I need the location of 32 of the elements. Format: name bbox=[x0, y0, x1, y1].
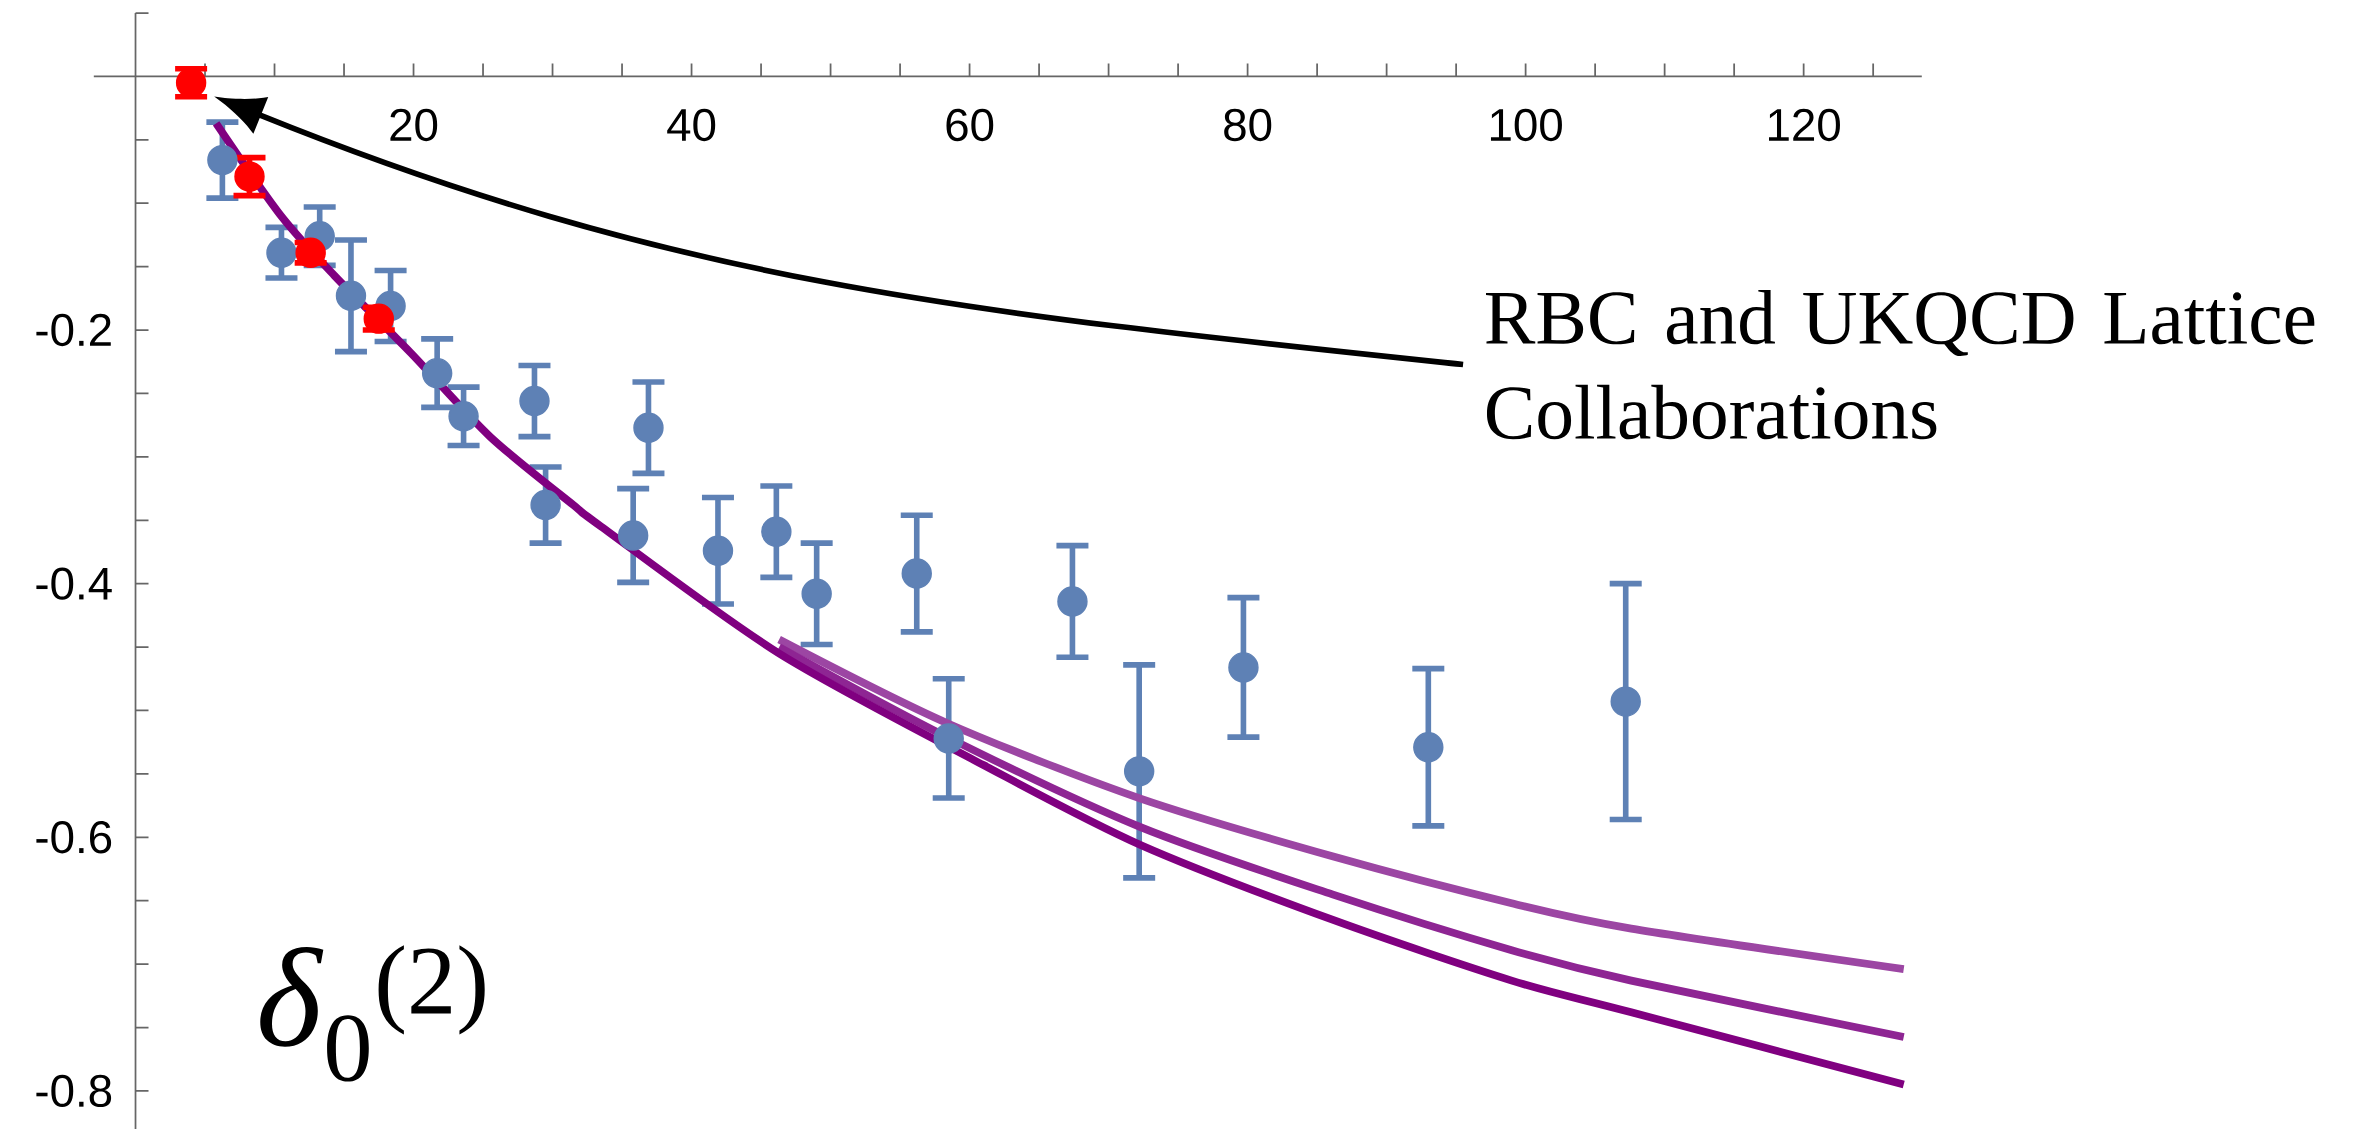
x-tick-label: 80 bbox=[1224, 108, 1272, 142]
annotation: RBC and UKQCD Lattice Collaborations bbox=[1485, 289, 2315, 440]
point bbox=[519, 385, 550, 417]
point bbox=[448, 401, 479, 432]
x-tick-label: 20 bbox=[390, 108, 438, 142]
x-tick-label: 40 bbox=[667, 108, 716, 142]
y-tick-label: -0.8 bbox=[36, 1074, 112, 1108]
x-tick-label: 60 bbox=[946, 108, 994, 142]
point bbox=[530, 489, 561, 521]
point bbox=[266, 237, 297, 268]
point bbox=[801, 578, 832, 610]
point bbox=[761, 516, 792, 547]
point bbox=[901, 558, 932, 589]
y-tick-label: -0.4 bbox=[36, 567, 112, 600]
point bbox=[617, 520, 649, 551]
point bbox=[702, 535, 734, 566]
y-tick-label: -0.6 bbox=[36, 821, 112, 854]
point bbox=[1057, 586, 1088, 617]
point bbox=[933, 723, 964, 754]
x-tick-label: 120 bbox=[1769, 108, 1840, 142]
y-tick-label: -0.2 bbox=[36, 313, 111, 347]
point bbox=[1413, 732, 1444, 763]
x-tick-label: 100 bbox=[1490, 108, 1562, 142]
point bbox=[207, 144, 238, 176]
point bbox=[335, 280, 367, 312]
point bbox=[1228, 652, 1259, 683]
point bbox=[1610, 686, 1641, 717]
point bbox=[234, 161, 265, 192]
point bbox=[1123, 756, 1155, 787]
point bbox=[421, 357, 453, 389]
point bbox=[633, 412, 664, 443]
y-axis-title: δ$_{0}$(2) bbox=[260, 945, 485, 1082]
